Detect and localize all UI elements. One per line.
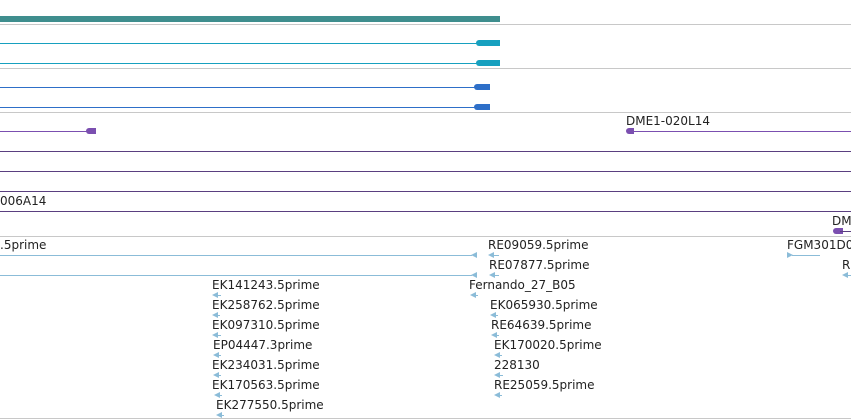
est-line — [499, 375, 503, 376]
transcript-exon[interactable] — [476, 40, 500, 46]
est-arrow-icon — [212, 292, 218, 298]
est-line — [475, 295, 478, 296]
est-arrow-icon — [471, 272, 477, 278]
clone-label[interactable]: DME1-020L14 — [626, 114, 710, 128]
est-label[interactable]: EK234031.5prime — [212, 358, 320, 372]
est-arrow-icon — [494, 392, 500, 398]
est-line — [494, 275, 499, 276]
est-line — [847, 275, 851, 276]
clone-line — [632, 131, 851, 132]
est-arrow-icon — [212, 312, 218, 318]
est-label[interactable]: 228130 — [494, 358, 540, 372]
est-label[interactable]: RE25059.5prime — [494, 378, 595, 392]
clone-feature[interactable] — [86, 128, 96, 134]
est-label[interactable]: Fernando_27_B05 — [469, 278, 576, 292]
est-label[interactable]: FGM301D0 — [787, 238, 851, 252]
est-label[interactable]: EP04447.3prime — [213, 338, 313, 352]
est-arrow-icon — [216, 412, 222, 418]
clone-label[interactable]: 006A14 — [0, 194, 47, 208]
est-arrow-icon — [494, 352, 500, 358]
transcript-intron-line — [0, 63, 478, 64]
est-line — [792, 255, 820, 256]
est-label[interactable]: EK170020.5prime — [494, 338, 602, 352]
est-line — [217, 335, 221, 336]
transcript-exon[interactable] — [474, 84, 490, 90]
est-label[interactable]: EK141243.5prime — [212, 278, 320, 292]
est-arrow-icon — [490, 312, 496, 318]
track-separator — [0, 418, 851, 419]
track-separator — [0, 24, 851, 25]
transcript-exon[interactable] — [476, 60, 500, 66]
est-label[interactable]: EK277550.5prime — [216, 398, 324, 412]
gene-span[interactable] — [0, 16, 500, 22]
est-arrow-icon — [787, 252, 793, 258]
clone-line — [840, 231, 851, 232]
est-line — [499, 395, 502, 396]
transcript-intron-line — [0, 43, 478, 44]
est-line — [218, 355, 221, 356]
est-arrow-icon — [489, 272, 495, 278]
clone-feature[interactable] — [833, 228, 843, 234]
transcript-intron-line — [0, 107, 476, 108]
clone-line — [0, 211, 851, 212]
est-arrow-icon — [470, 292, 476, 298]
est-arrow-icon — [842, 272, 848, 278]
est-label[interactable]: RE09059.5prime — [488, 238, 589, 252]
est-line — [219, 395, 222, 396]
est-line — [0, 275, 472, 276]
est-label[interactable]: .5prime — [0, 238, 47, 252]
est-line — [493, 255, 499, 256]
track-separator — [0, 236, 851, 237]
est-line — [217, 315, 220, 316]
est-label[interactable]: EK170563.5prime — [212, 378, 320, 392]
est-line — [218, 375, 221, 376]
transcript-exon[interactable] — [474, 104, 490, 110]
clone-feature[interactable] — [626, 128, 634, 134]
est-line — [221, 415, 224, 416]
est-arrow-icon — [214, 392, 220, 398]
est-arrow-icon — [213, 372, 219, 378]
est-label[interactable]: RE64639.5prime — [491, 318, 592, 332]
est-label[interactable]: EK258762.5prime — [212, 298, 320, 312]
est-label[interactable]: RE07877.5prime — [489, 258, 590, 272]
est-line — [0, 255, 472, 256]
est-arrow-icon — [491, 332, 497, 338]
est-arrow-icon — [213, 352, 219, 358]
est-line — [496, 335, 499, 336]
est-line — [217, 295, 221, 296]
track-separator — [0, 112, 851, 113]
est-line — [499, 355, 502, 356]
est-arrow-icon — [212, 332, 218, 338]
est-label[interactable]: R — [842, 258, 851, 272]
est-arrow-icon — [488, 252, 494, 258]
est-label[interactable]: EK065930.5prime — [490, 298, 598, 312]
clone-line — [0, 131, 90, 132]
clone-line — [0, 191, 851, 192]
transcript-intron-line — [0, 87, 476, 88]
est-line — [495, 315, 498, 316]
est-arrow-icon — [494, 372, 500, 378]
clone-label[interactable]: DM — [832, 214, 851, 228]
clone-line — [0, 171, 851, 172]
est-label[interactable]: EK097310.5prime — [212, 318, 320, 332]
clone-line — [0, 151, 851, 152]
track-separator — [0, 68, 851, 69]
est-arrow-icon — [471, 252, 477, 258]
